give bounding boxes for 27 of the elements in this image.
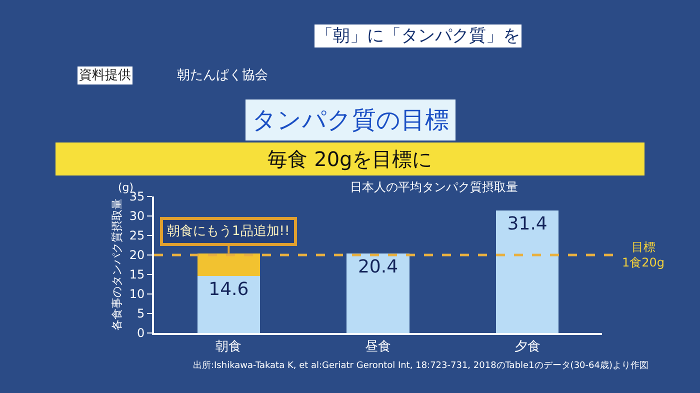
chart-title: タンパク質の目標 — [252, 106, 449, 134]
text: 資料提供 — [79, 68, 131, 83]
y-tick-label: 20 — [129, 248, 145, 262]
bar — [197, 276, 260, 333]
y-tick-label: 0 — [136, 326, 145, 340]
y-tick-label: 5 — [136, 306, 145, 321]
chart-subtitle: 毎食 20gを目標に — [268, 147, 432, 171]
annotation: 朝食にもう1品追加!! — [167, 224, 290, 239]
data-label: 31.4 — [507, 214, 548, 235]
y-tick-label: 25 — [129, 228, 145, 243]
text: 朝たんぱく協会 — [177, 68, 268, 83]
bar — [197, 253, 260, 276]
text: 日本人の平均タンパク質摂取量 — [350, 180, 518, 194]
x-tick-label: 昼食 — [365, 340, 391, 355]
text: 「朝」に「タンパク質」を — [316, 26, 520, 46]
y-tick-label: 15 — [129, 268, 145, 282]
bar — [346, 253, 410, 333]
data-label: 14.6 — [208, 279, 249, 300]
data-label: 20.4 — [358, 256, 398, 278]
x-tick-label: 夕食 — [514, 340, 540, 355]
y-tick-label: 10 — [129, 287, 145, 302]
bar — [496, 210, 559, 333]
y-axis-title: 各食事のタンパク質摂取量 — [110, 198, 124, 331]
y-tick-label: 30 — [129, 209, 145, 224]
text: 出所:Ishikawa-Takata K, et al:Geriatr Gerontol Int, 18:723-731, 2018のTable1のデータ(30-64歳)より作図 — [193, 360, 648, 371]
x-tick-label: 朝食 — [216, 340, 242, 355]
ref-line-label: 目標 1食20g — [622, 240, 665, 270]
